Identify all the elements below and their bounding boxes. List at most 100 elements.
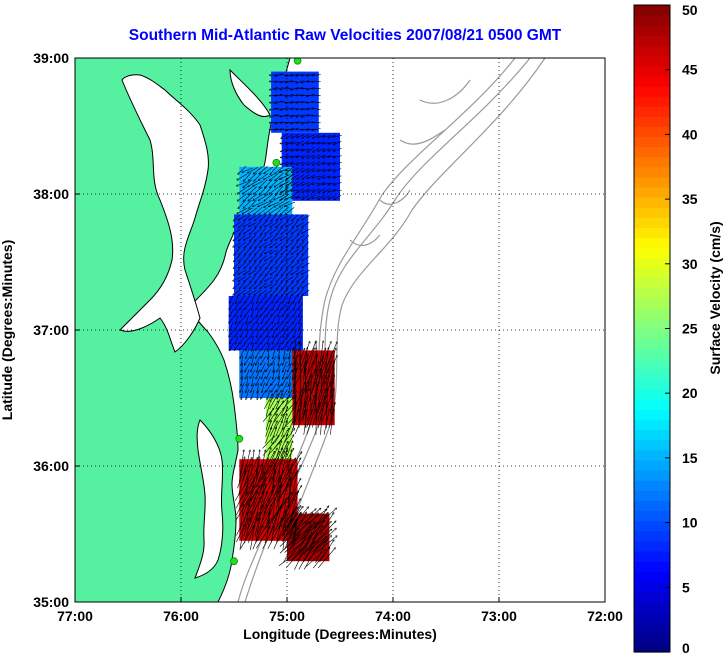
velocity-vector: [303, 546, 317, 570]
velocity-vector: [235, 295, 239, 303]
velocity-vector: [239, 479, 254, 501]
velocity-vector: [278, 315, 281, 324]
velocity-vector: [319, 540, 334, 563]
velocity-vector: [271, 255, 278, 261]
velocity-vector: [286, 141, 294, 144]
velocity-vector: [281, 241, 288, 248]
velocity-vector: [255, 457, 259, 483]
velocity-vector: [270, 228, 278, 234]
velocity-vector: [269, 491, 278, 516]
velocity-vector: [269, 129, 279, 130]
velocity-vector: [264, 249, 273, 254]
velocity-vector: [280, 215, 289, 220]
velocity-vector: [250, 241, 256, 248]
station-marker: [235, 434, 244, 443]
velocity-vector: [255, 498, 260, 523]
velocity-vector: [300, 354, 301, 381]
velocity-vector: [293, 302, 297, 310]
colorbar-segment: [634, 338, 670, 350]
velocity-vector: [236, 519, 247, 543]
velocity-vector: [285, 207, 295, 214]
velocity-vector: [267, 451, 280, 475]
velocity-vector: [252, 201, 264, 207]
velocity-vector: [279, 167, 290, 172]
velocity-vector: [256, 465, 270, 488]
velocity-vector: [298, 281, 304, 289]
grid: [75, 58, 605, 602]
velocity-vector: [269, 95, 279, 96]
colorbar-segment: [634, 500, 670, 512]
velocity-vector: [305, 369, 316, 394]
y-axis-label: Latitude (Degrees:Minutes): [0, 240, 15, 420]
velocity-vector: [245, 309, 251, 317]
velocity-vector: [254, 255, 262, 262]
velocity-vector: [292, 241, 299, 248]
velocity-vector: [238, 215, 246, 220]
velocity-vector: [326, 368, 327, 395]
velocity-vector: [239, 343, 246, 350]
velocity-vector: [271, 234, 277, 242]
velocity-vector: [333, 148, 342, 151]
colorbar-segment: [634, 75, 670, 87]
velocity-vector: [314, 388, 318, 415]
velocity-vector: [272, 315, 276, 324]
velocity-vector: [254, 228, 262, 235]
colorbar: 0 5 10 15 20 25 30 35 40 45 50: [633, 2, 698, 656]
velocity-vector: [285, 172, 295, 181]
velocity-vector: [296, 221, 305, 227]
velocity-vector: [303, 382, 308, 408]
velocity-vector: [242, 491, 252, 516]
velocity-vector: [265, 421, 272, 437]
velocity-vector: [229, 309, 234, 316]
velocity-vector: [275, 393, 283, 410]
velocity-vector: [261, 329, 266, 337]
velocity-vector: [238, 241, 246, 248]
velocity-vector: [296, 389, 304, 415]
velocity-vector: [266, 268, 272, 276]
velocity-vector: [283, 329, 287, 337]
velocity-vector: [292, 282, 299, 289]
velocity-vector: [282, 362, 287, 373]
velocity-vector: [254, 235, 262, 241]
velocity-vector: [277, 491, 280, 517]
velocity-vector: [291, 228, 299, 234]
velocity-vector: [256, 520, 270, 542]
velocity-vector: [229, 329, 235, 337]
velocity-vector: [284, 201, 296, 206]
velocity-vector: [300, 508, 321, 526]
velocity-vector: [255, 450, 260, 476]
velocity-vector: [266, 309, 272, 316]
velocity-vector: [261, 336, 266, 344]
velocity-vector: [249, 269, 257, 274]
velocity-vector: [326, 342, 337, 367]
velocity-vector: [302, 194, 310, 200]
velocity-vector: [315, 395, 318, 422]
velocity-vector: [318, 181, 326, 186]
velocity-vector: [256, 376, 261, 386]
colorbar-segment: [634, 641, 670, 653]
velocity-vector: [312, 161, 321, 165]
velocity-vector: [296, 80, 305, 83]
velocity-vector: [260, 282, 267, 289]
velocity-vector: [283, 416, 296, 429]
velocity-vector: [229, 336, 234, 344]
velocity-vector: [239, 450, 244, 476]
velocity-vector: [266, 302, 272, 310]
velocity-vector: [317, 161, 326, 165]
velocity-vector: [234, 214, 240, 222]
velocity-vector: [261, 268, 267, 276]
velocity-vector: [297, 261, 304, 268]
velocity-vector: [299, 526, 311, 550]
velocity-vector: [270, 221, 278, 227]
colorbar-segment: [634, 257, 670, 269]
velocity-vector: [251, 295, 255, 303]
colorbar-segment: [634, 439, 670, 451]
velocity-vector: [307, 154, 315, 158]
velocity-vector: [244, 262, 251, 268]
inland-water: [119, 74, 209, 353]
velocity-vector: [296, 134, 305, 138]
velocity-vector: [313, 382, 319, 408]
velocity-vector: [302, 289, 310, 295]
velocity-vector: [261, 349, 266, 358]
velocity-vector: [240, 526, 254, 549]
